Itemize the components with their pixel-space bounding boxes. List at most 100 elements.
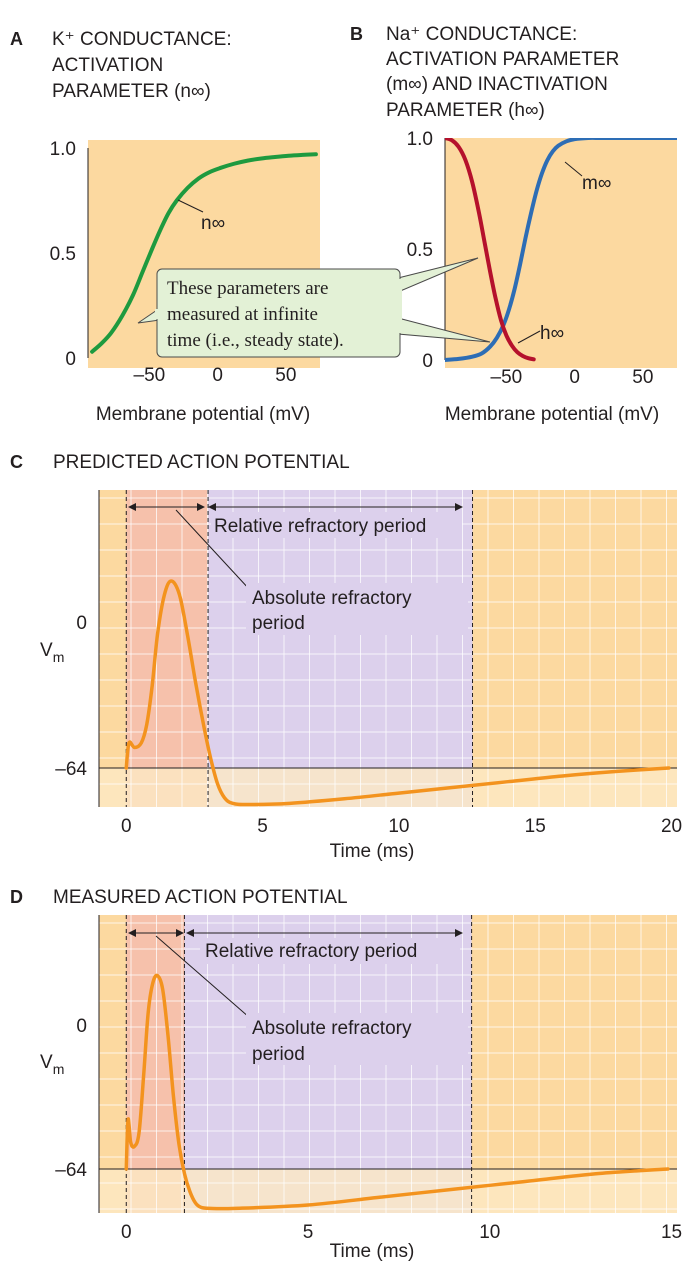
callout-seam-cover-left	[155, 309, 161, 319]
panel-b-axes: 0 0.5 1.0 –50 0 50	[407, 129, 654, 388]
panel-b-title-line-3: (m∞) AND INACTIVATION	[386, 74, 608, 95]
x-tick-label: 10	[479, 1222, 500, 1243]
x-tick-label: –50	[491, 367, 523, 388]
panel-c-x-axis-label: Time (ms)	[330, 841, 415, 862]
h-infinity-label: h∞	[540, 323, 564, 344]
absolute-refractory-band	[126, 490, 209, 807]
panel-a: A K⁺ CONDUCTANCE: ACTIVATION PARAMETER (…	[10, 29, 320, 425]
absolute-arrowhead-left-c	[128, 503, 136, 511]
panel-c-annotations: Relative refractory period Absolute refr…	[128, 503, 468, 635]
panel-a-curves	[90, 152, 318, 354]
panel-a-axes: 0 0.5 1.0 –50 0 50	[50, 139, 297, 386]
relative-arrowhead-left-c	[208, 503, 216, 511]
panel-b-curves	[445, 138, 677, 362]
panel-d-letter: D	[10, 887, 23, 907]
absolute-label-bg-c	[246, 583, 468, 635]
m-infinity-leader-line	[564, 161, 583, 177]
panel-b-title-line-1: Na⁺ CONDUCTANCE:	[386, 24, 577, 45]
absolute-refractory-band	[126, 915, 185, 1213]
panel-d-title: MEASURED ACTION POTENTIAL	[53, 887, 348, 908]
absolute-arrowhead-left-d	[128, 929, 136, 937]
panel-d-x-axis-label: Time (ms)	[330, 1241, 415, 1262]
panel-d-y-axis-label: Vm	[40, 1052, 64, 1077]
panel-d-axes: –64 0 0 5 10 15	[55, 915, 682, 1243]
panel-a-title-line-3: PARAMETER (n∞)	[52, 81, 211, 102]
y-tick-label: 0.5	[407, 240, 433, 261]
panel-a-letter: A	[10, 29, 23, 49]
panel-c-grid	[99, 490, 677, 807]
panel-b: B Na⁺ CONDUCTANCE: ACTIVATION PARAMETER …	[350, 24, 677, 425]
absolute-arrowhead-right-d	[176, 929, 184, 937]
absolute-refractory-label-d-line-1: Absolute refractory	[252, 1018, 412, 1039]
panel-d-grid	[99, 915, 677, 1213]
x-tick-label: 15	[661, 1222, 682, 1243]
x-tick-label: 0	[212, 365, 223, 386]
x-tick-label: 5	[257, 816, 268, 837]
panel-d-annotations: Relative refractory period Absolute refr…	[128, 929, 468, 1065]
steady-state-callout: These parameters are measured at infinit…	[137, 257, 491, 358]
panel-c-title: PREDICTED ACTION POTENTIAL	[53, 452, 350, 473]
panel-b-letter: B	[350, 24, 363, 44]
absolute-leader-line-c	[175, 509, 251, 591]
panel-c-curves	[124, 579, 671, 807]
panel-a-title-line-2: ACTIVATION	[52, 55, 163, 76]
absolute-label-bg-d	[246, 1013, 468, 1065]
action-potential-line	[124, 579, 671, 807]
callout-line-3: time (i.e., steady state).	[167, 330, 344, 351]
panel-d-curves	[124, 973, 670, 1211]
relative-refractory-band	[208, 490, 473, 807]
h-infinity-leader-line	[517, 330, 541, 344]
relative-arrowhead-left-d	[186, 929, 194, 937]
x-tick-label: 10	[388, 816, 409, 837]
panel-b-title-line-2: ACTIVATION PARAMETER	[386, 49, 619, 70]
panel-b-title-line-4: PARAMETER (h∞)	[386, 100, 545, 121]
panel-c-y-axis-label: Vm	[40, 640, 64, 665]
y-tick-label: 0.5	[50, 244, 76, 265]
panel-c-letter: C	[10, 452, 23, 472]
x-tick-label: 20	[661, 816, 682, 837]
y-tick-label: –64	[55, 1160, 87, 1181]
action-potential-line	[124, 973, 670, 1211]
panel-c: C PREDICTED ACTION POTENTIAL –64 0 0 5 10 15 2…	[10, 452, 682, 862]
x-tick-label: 0	[569, 367, 580, 388]
x-tick-label: 0	[121, 816, 132, 837]
callout-seam-cover	[394, 279, 402, 333]
y-tick-label: 0	[65, 349, 76, 370]
series-line	[90, 152, 318, 354]
relative-arrowhead-right-d	[455, 929, 463, 937]
relative-refractory-label-d: Relative refractory period	[205, 941, 417, 962]
panel-a-x-axis-label: Membrane potential (mV)	[96, 404, 310, 425]
series-line	[445, 138, 536, 362]
relative-label-bg-c	[211, 512, 462, 538]
absolute-arrowhead-right-c	[197, 503, 205, 511]
panel-c-axes: –64 0 0 5 10 15 20	[55, 490, 682, 837]
m-infinity-label: m∞	[582, 173, 611, 194]
y-tick-label: 0	[76, 613, 87, 634]
absolute-refractory-label-c-line-2: period	[252, 613, 305, 634]
relative-label-bg-d	[200, 938, 460, 964]
absolute-refractory-label-c-line-1: Absolute refractory	[252, 588, 412, 609]
y-tick-label: 0	[422, 351, 433, 372]
relative-refractory-label-c: Relative refractory period	[214, 516, 426, 537]
y-tick-label: 1.0	[407, 129, 433, 150]
series-line	[445, 138, 677, 362]
absolute-leader-line-d	[155, 935, 251, 1019]
relative-arrowhead-right-c	[455, 503, 463, 511]
x-tick-label: 50	[632, 367, 653, 388]
callout-line-1: These parameters are	[167, 278, 328, 299]
x-tick-label: 15	[525, 816, 546, 837]
x-tick-label: 50	[275, 365, 296, 386]
panel-b-x-axis-label: Membrane potential (mV)	[445, 404, 659, 425]
n-infinity-leader-line	[177, 199, 204, 213]
y-tick-label: –64	[55, 759, 87, 780]
callout-line-2: measured at infinite	[167, 304, 318, 325]
x-tick-label: –50	[134, 365, 166, 386]
panel-c-bands	[99, 490, 677, 807]
x-tick-label: 5	[303, 1222, 314, 1243]
panel-a-title-line-1: K⁺ CONDUCTANCE:	[52, 29, 232, 50]
y-tick-label: 1.0	[50, 139, 76, 160]
x-tick-label: 0	[121, 1222, 132, 1243]
absolute-refractory-label-d-line-2: period	[252, 1044, 305, 1065]
y-tick-label: 0	[76, 1016, 87, 1037]
